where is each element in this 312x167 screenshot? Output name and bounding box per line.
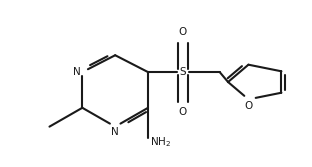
Text: S: S	[180, 67, 186, 77]
Text: O: O	[179, 27, 187, 37]
Text: O: O	[244, 101, 252, 111]
Text: N: N	[111, 127, 119, 137]
Text: O: O	[179, 107, 187, 117]
Text: N: N	[73, 67, 81, 77]
Text: NH$_2$: NH$_2$	[149, 136, 171, 149]
